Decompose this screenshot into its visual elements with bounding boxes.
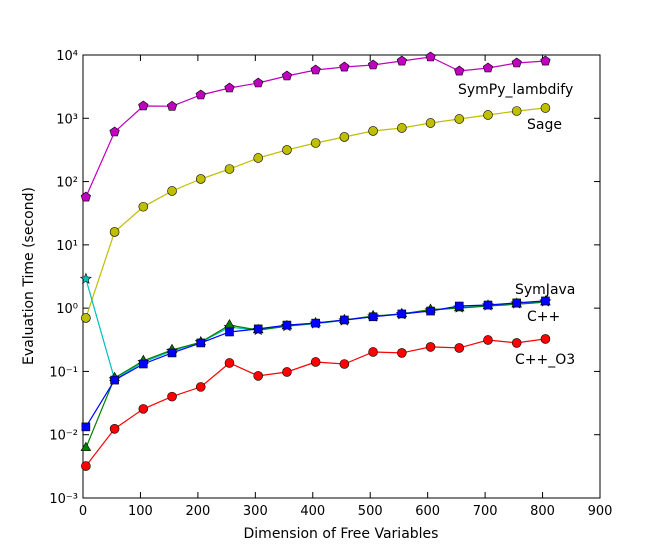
marker [454,114,465,124]
marker [138,201,149,212]
marker [426,306,435,316]
marker [311,318,320,328]
y-tick-label: 10⁻¹ [49,365,78,380]
x-tick-label: 600 [415,504,440,519]
marker [253,153,264,163]
marker [397,309,407,319]
series-line [85,56,546,198]
marker [81,422,91,432]
marker [368,312,378,322]
x-tick-label: 700 [473,504,498,519]
marker [339,132,350,142]
marker [224,319,235,329]
marker [425,118,436,128]
marker [253,371,264,381]
marker [195,174,206,184]
marker [224,164,235,174]
marker [81,461,91,471]
x-tick-label: 400 [300,504,325,519]
marker [109,126,120,137]
marker [511,338,522,348]
marker [483,300,493,310]
marker [110,375,119,385]
marker [310,138,321,148]
marker [310,357,321,367]
y-tick-label: 10⁴ [56,49,78,64]
marker [368,347,378,357]
marker [310,64,321,75]
x-tick-label: 300 [243,504,268,519]
marker [540,55,551,66]
x-tick-label: 0 [79,504,87,519]
marker [540,103,551,113]
marker [540,334,551,344]
marker [80,191,91,202]
marker [340,315,349,325]
marker [138,100,149,111]
x-tick-label: 500 [358,504,383,519]
marker [79,272,92,284]
marker [367,59,379,70]
x-tick-label: 200 [185,504,210,519]
marker [339,61,350,72]
marker [425,51,436,62]
x-axis-label: Dimension of Free Variables [244,526,439,542]
marker [109,424,120,434]
marker [138,404,149,414]
marker [225,327,234,337]
y-tick-label: 10⁻³ [49,492,78,507]
marker [511,57,522,68]
marker [483,110,493,120]
y-tick-label: 10¹ [56,239,78,254]
series-label: SymPy_lambdify [458,82,573,98]
series-label: SymJava [515,282,575,298]
marker [454,343,465,353]
x-tick-label: 100 [128,504,153,519]
x-tick-label: 900 [588,504,613,519]
series-label: C++ [527,309,560,325]
marker [167,186,177,196]
marker [511,106,522,116]
marker [139,359,148,369]
y-tick-label: 10⁰ [56,302,78,317]
marker [282,367,292,377]
marker [425,342,436,352]
marker [253,77,264,88]
marker [454,301,464,311]
marker [483,335,493,345]
marker [397,348,407,358]
marker [368,126,378,136]
marker [282,320,292,330]
series-label: C++_O3 [515,352,575,368]
marker [541,296,550,306]
marker [166,100,178,111]
y-tick-label: 10⁻² [49,429,78,444]
marker [195,382,206,392]
y-tick-label: 10² [56,176,78,191]
marker [396,55,407,66]
marker [454,65,465,76]
marker [397,123,407,133]
marker [109,227,120,237]
marker [482,62,494,73]
plot-frame [82,54,601,499]
y-axis-label: Evaluation Time (second) [21,187,37,365]
marker [167,391,177,402]
marker [281,70,293,81]
marker [196,338,206,348]
marker [224,358,235,368]
marker [253,324,263,334]
series-label: Sage [527,117,562,133]
marker [195,89,206,100]
y-tick-label: 10³ [56,112,78,127]
marker [282,145,292,155]
marker [512,298,522,308]
marker [81,313,91,323]
x-tick-label: 800 [530,504,555,519]
marker [339,359,350,369]
marker [224,82,235,93]
marker [167,348,177,358]
marker [80,441,92,451]
